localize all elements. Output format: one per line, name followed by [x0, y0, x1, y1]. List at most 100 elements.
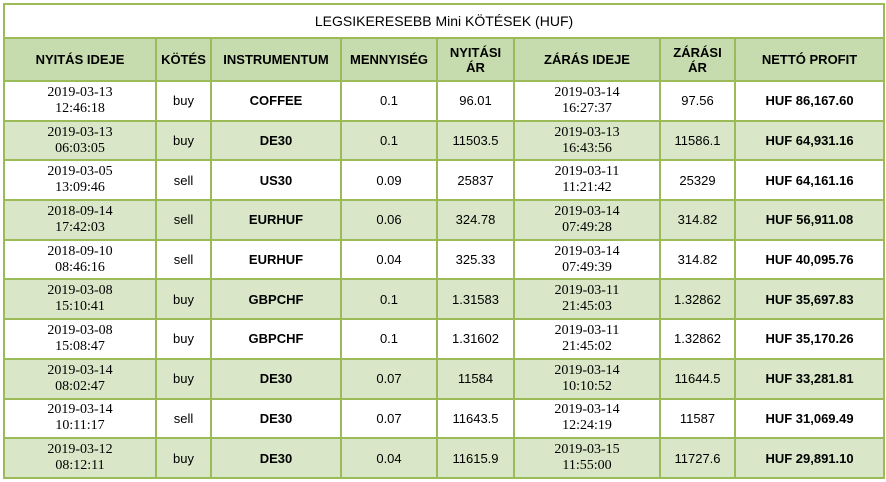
table-cell: DE30	[210, 119, 342, 162]
table-cell: 2019-03-14 08:02:47	[3, 357, 157, 400]
table-cell: 314.82	[659, 238, 736, 281]
table-cell: HUF 29,891.10	[733, 437, 886, 479]
table-cell: HUF 56,911.08	[733, 199, 886, 241]
table-cell: 11587	[659, 397, 736, 440]
table-row: 2019-03-08 15:10:41 buy GBPCHF 0.1 1.31583 20…	[3, 278, 886, 321]
table-cell: 324.78	[436, 199, 515, 241]
cell-text: 2019-03-08 15:10:41	[47, 283, 113, 315]
table-cell: DE30	[210, 437, 342, 479]
table-cell: HUF 35,170.26	[733, 318, 886, 360]
table-cell: 25837	[436, 159, 515, 202]
table-cell: HUF 31,069.49	[733, 397, 886, 440]
header-text: MENNYISÉG	[349, 52, 428, 67]
cell-text: 2019-03-14 10:10:52	[554, 362, 620, 394]
table-row: 2019-03-12 08:12:11 buy DE30 0.04 11615.9 201…	[3, 437, 886, 479]
table-cell: 0.07	[340, 397, 438, 440]
table-cell: 2019-03-13 06:03:05	[3, 119, 157, 162]
table-cell: buy	[155, 80, 212, 122]
table-cell: 2019-03-14 10:10:52	[513, 357, 661, 400]
table-cell: HUF 64,161.16	[733, 159, 886, 202]
header-text: ZÁRÁSI ÁR	[673, 44, 722, 75]
cell-text: 2019-03-14 07:49:28	[554, 203, 620, 235]
cell-text: 2019-03-14 10:11:17	[47, 402, 113, 434]
table-cell: 2019-03-11 21:45:02	[513, 318, 661, 360]
table-cell: 11615.9	[436, 437, 515, 479]
cell-text: 2019-03-08 15:08:47	[47, 322, 113, 354]
table-cell: 1.32862	[659, 318, 736, 360]
table-cell: 1.32862	[659, 278, 736, 321]
cell-text: 2019-03-13 16:43:56	[554, 124, 620, 156]
column-header: NYITÁS IDEJE	[3, 37, 157, 82]
cell-text: 2019-03-11 11:21:42	[554, 164, 620, 196]
cell-text: 2019-03-11 21:45:02	[554, 322, 620, 354]
table-row: 2018-09-14 17:42:03 sell EURHUF 0.06 324.78 2…	[3, 199, 886, 241]
cell-text: 2019-03-12 08:12:11	[47, 442, 113, 474]
table-cell: 11584	[436, 357, 515, 400]
table-cell: EURHUF	[210, 238, 342, 281]
table-cell: sell	[155, 238, 212, 281]
table-cell: EURHUF	[210, 199, 342, 241]
table-cell: HUF 35,697.83	[733, 278, 886, 321]
cell-text: 2019-03-11 21:45:03	[554, 283, 620, 315]
table-cell: 2019-03-08 15:08:47	[3, 318, 157, 360]
cell-text: 2018-09-10 08:46:16	[47, 243, 113, 275]
table-cell: 2018-09-14 17:42:03	[3, 199, 157, 241]
table-cell: sell	[155, 159, 212, 202]
table-cell: GBPCHF	[210, 318, 342, 360]
table-cell: buy	[155, 119, 212, 162]
table-cell: buy	[155, 357, 212, 400]
header-text: INSTRUMENTUM	[223, 52, 329, 67]
table-cell: 0.1	[340, 80, 438, 122]
header-text: KÖTÉS	[161, 52, 206, 67]
table-cell: 0.04	[340, 238, 438, 281]
table-row: 2019-03-05 13:09:46 sell US30 0.09 25837 2019…	[3, 159, 886, 202]
cell-text: 2018-09-14 17:42:03	[47, 203, 113, 235]
table-cell: HUF 64,931.16	[733, 119, 886, 162]
table-cell: 2019-03-12 08:12:11	[3, 437, 157, 479]
cell-text: 2019-03-14 08:02:47	[47, 362, 113, 394]
table-cell: sell	[155, 199, 212, 241]
cell-text: 2019-03-15 11:55:00	[554, 442, 620, 474]
table-cell: 97.56	[659, 80, 736, 122]
table-cell: 11586.1	[659, 119, 736, 162]
column-header: MENNYISÉG	[340, 37, 438, 82]
cell-text: 2019-03-13 06:03:05	[47, 124, 113, 156]
table-row: 2019-03-13 12:46:18 buy COFFEE 0.1 96.01 2019…	[3, 80, 886, 122]
table-cell: 25329	[659, 159, 736, 202]
table-cell: 1.31583	[436, 278, 515, 321]
table-cell: 11643.5	[436, 397, 515, 440]
table-cell: HUF 40,095.76	[733, 238, 886, 281]
table-cell: DE30	[210, 397, 342, 440]
table-cell: 2019-03-13 16:43:56	[513, 119, 661, 162]
cell-text: 2019-03-14 12:24:19	[554, 402, 620, 434]
column-header: ZÁRÁS IDEJE	[513, 37, 661, 82]
table-cell: 2019-03-14 12:24:19	[513, 397, 661, 440]
table-cell: 325.33	[436, 238, 515, 281]
cell-text: 2019-03-14 07:49:39	[554, 243, 620, 275]
header-text: NETTÓ PROFIT	[761, 52, 858, 67]
table-cell: 11727.6	[659, 437, 736, 479]
table-cell: 2019-03-11 21:45:03	[513, 278, 661, 321]
table-cell: 11644.5	[659, 357, 736, 400]
table-cell: 0.09	[340, 159, 438, 202]
column-header: ZÁRÁSI ÁR	[659, 37, 736, 82]
header-text: NYITÁS IDEJE	[35, 52, 125, 67]
table-row: 2019-03-08 15:08:47 buy GBPCHF 0.1 1.31602 20…	[3, 318, 886, 360]
header-text: ZÁRÁS IDEJE	[544, 52, 630, 67]
table-cell: 0.1	[340, 318, 438, 360]
table-row: 2018-09-10 08:46:16 sell EURHUF 0.04 325.33 2…	[3, 238, 886, 281]
table-cell: 314.82	[659, 199, 736, 241]
table-cell: 2019-03-08 15:10:41	[3, 278, 157, 321]
trades-table: LEGSIKERESEBB Mini KÖTÉSEK (HUF) NYITÁS …	[2, 3, 886, 479]
table-cell: 0.1	[340, 278, 438, 321]
table-cell: 2018-09-10 08:46:16	[3, 238, 157, 281]
table-cell: 2019-03-14 07:49:28	[513, 199, 661, 241]
table-cell: HUF 33,281.81	[733, 357, 886, 400]
table-cell: 2019-03-13 12:46:18	[3, 80, 157, 122]
table-cell: 0.1	[340, 119, 438, 162]
table-cell: 2019-03-14 10:11:17	[3, 397, 157, 440]
table-row: 2019-03-14 08:02:47 buy DE30 0.07 11584 2019-…	[3, 357, 886, 400]
table-cell: 2019-03-05 13:09:46	[3, 159, 157, 202]
table-cell: 11503.5	[436, 119, 515, 162]
